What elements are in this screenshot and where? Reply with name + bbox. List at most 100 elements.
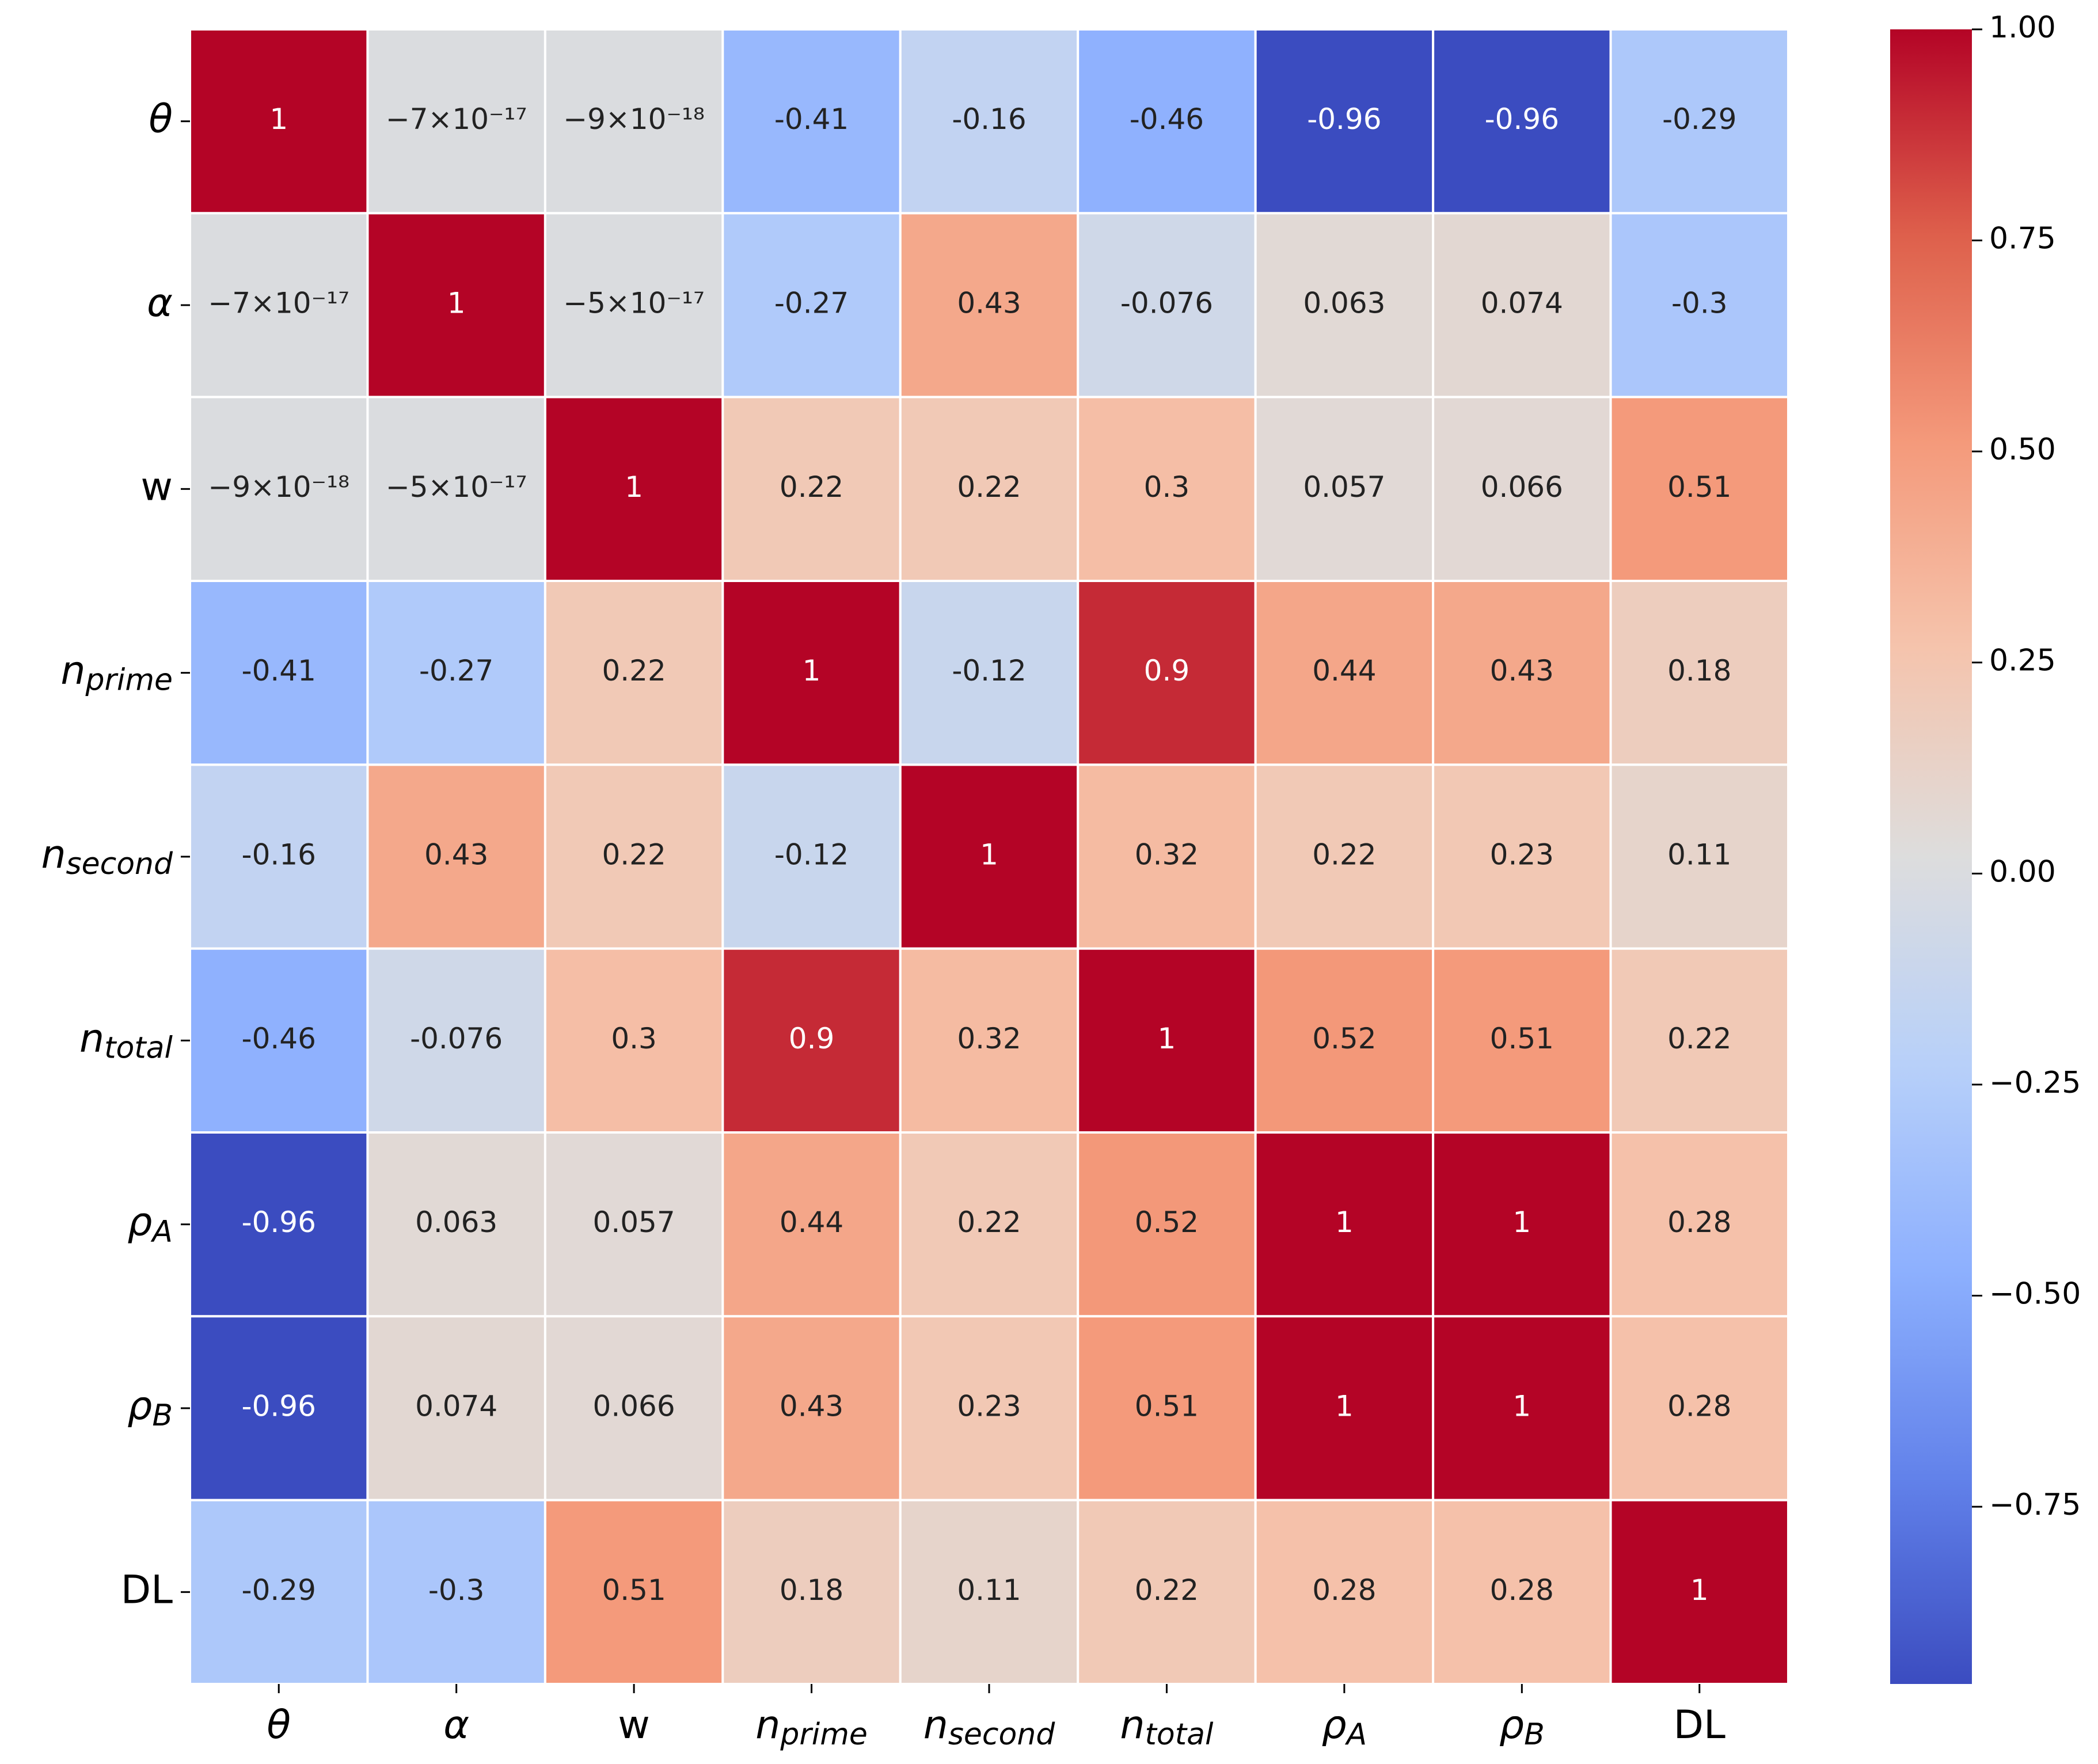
heatmap-cell: [721, 1315, 902, 1501]
colorbar-tick-label: 0.00: [1989, 854, 2056, 889]
cell-value-label: 0.11: [957, 1573, 1021, 1607]
cell-value-label: 0.22: [602, 654, 666, 687]
heatmap-cell: [189, 1315, 369, 1501]
category-label: nsecond: [41, 832, 173, 881]
category-label: θ: [267, 1702, 291, 1748]
cell-value-label: 0.43: [957, 287, 1021, 320]
cell-value-label: 0.066: [593, 1390, 675, 1423]
heatmap-cell: [721, 580, 902, 766]
colorbar-tick-label: 0.75: [1989, 222, 2056, 256]
cell-value-label: 1: [1158, 1022, 1176, 1055]
cell-value-label: 1: [1335, 1390, 1354, 1423]
cell-value-label: 1: [269, 102, 288, 136]
cell-value-label: 0.28: [1490, 1573, 1554, 1607]
category-main: α: [147, 280, 173, 326]
cell-value-label: 0.28: [1667, 1390, 1731, 1423]
category-label: nprime: [755, 1702, 868, 1752]
heatmap-cell: [721, 1499, 902, 1686]
category-main: n: [1120, 1702, 1145, 1748]
heatmap-cell: [543, 1315, 724, 1501]
colorbar-tick-label: 1.00: [1989, 10, 2056, 45]
heatmap-cell: [1077, 28, 1257, 215]
cell-value-label: 0.066: [1481, 470, 1563, 504]
category-label: ρA: [127, 1199, 173, 1249]
heatmap-cell: [189, 947, 369, 1134]
cell-value-label: -0.27: [419, 654, 493, 687]
cell-value-label: 0.28: [1312, 1573, 1376, 1607]
category-label: α: [147, 280, 173, 326]
category-main: θ: [267, 1702, 291, 1748]
category-main: θ: [149, 96, 173, 142]
cell-value-label: −7×10⁻¹⁷: [208, 287, 349, 320]
heatmap-cell: [1254, 1499, 1435, 1686]
heatmap-cell: [189, 212, 369, 398]
cell-value-label: -0.16: [242, 838, 316, 872]
cell-value-label: -0.96: [1485, 102, 1559, 136]
cell-value-label: -0.41: [242, 654, 316, 687]
category-main: ρ: [127, 1383, 152, 1429]
category-label: ρB: [127, 1383, 173, 1433]
cell-value-label: 0.9: [789, 1022, 835, 1055]
heatmap-cell: [721, 763, 902, 950]
cell-value-label: 0.51: [1135, 1390, 1199, 1423]
category-label: θ: [149, 96, 173, 142]
category-sub: second: [948, 1717, 1055, 1752]
cell-value-label: 0.44: [1312, 654, 1376, 687]
category-main: n: [923, 1702, 948, 1748]
category-label: w: [618, 1702, 650, 1748]
category-main: DL: [121, 1567, 173, 1613]
cell-value-label: 0.32: [1135, 838, 1199, 872]
category-sub: total: [1145, 1717, 1214, 1752]
category-main: ρ: [127, 1199, 152, 1245]
cell-value-label: -0.96: [242, 1390, 316, 1423]
category-sub: prime: [780, 1717, 867, 1752]
cell-value-label: −5×10⁻¹⁷: [386, 470, 527, 504]
cell-value-label: −5×10⁻¹⁷: [563, 287, 705, 320]
heatmap-cell: [1077, 947, 1257, 1134]
cell-value-label: 0.9: [1144, 654, 1190, 687]
cell-value-label: -0.3: [428, 1573, 485, 1607]
cell-value-label: -0.96: [1307, 102, 1381, 136]
category-label: DL: [1674, 1702, 1725, 1748]
cell-value-label: 0.22: [1135, 1573, 1199, 1607]
cell-value-label: 0.43: [1490, 654, 1554, 687]
cell-value-label: 1: [1512, 1206, 1531, 1239]
heatmap-cell: [1432, 947, 1612, 1134]
category-sub: B: [152, 1398, 173, 1433]
cell-value-label: -0.46: [242, 1022, 316, 1055]
heatmap-cell: [189, 1131, 369, 1318]
heatmap-cell: [543, 1499, 724, 1686]
category-main: w: [618, 1702, 650, 1748]
category-main: DL: [1674, 1702, 1725, 1748]
heatmap-cell: [1432, 580, 1612, 766]
cell-value-label: 0.3: [611, 1022, 657, 1055]
heatmap-cell: [1254, 396, 1435, 583]
heatmap-cell: [543, 396, 724, 583]
heatmap-cell: [543, 212, 724, 398]
heatmap-cell: [1609, 947, 1790, 1134]
category-sub: B: [1524, 1717, 1545, 1752]
cell-value-label: 0.22: [957, 470, 1021, 504]
heatmap-cell: [1432, 28, 1612, 215]
heatmap-cell: [1254, 212, 1435, 398]
cell-value-label: 0.44: [780, 1206, 843, 1239]
heatmap-cell: [1077, 1499, 1257, 1686]
heatmap-cell: [1254, 1315, 1435, 1501]
cell-value-label: 0.22: [780, 470, 843, 504]
heatmap-cell: [1609, 580, 1790, 766]
cell-value-label: 0.32: [957, 1022, 1021, 1055]
cell-value-label: -0.29: [242, 1573, 316, 1607]
cell-value-label: -0.96: [242, 1206, 316, 1239]
heatmap-cell: [1609, 1499, 1790, 1686]
heatmap-cell: [189, 763, 369, 950]
cell-value-label: −9×10⁻¹⁸: [563, 102, 705, 136]
cell-value-label: 0.22: [1667, 1022, 1731, 1055]
heatmap-cell: [543, 28, 724, 215]
heatmap-cell: [899, 28, 1080, 215]
heatmap-cell: [366, 396, 546, 583]
category-sub: A: [1345, 1717, 1367, 1752]
cell-value-label: -0.076: [410, 1022, 503, 1055]
category-label: ρB: [1499, 1702, 1545, 1752]
heatmap-cell: [721, 212, 902, 398]
